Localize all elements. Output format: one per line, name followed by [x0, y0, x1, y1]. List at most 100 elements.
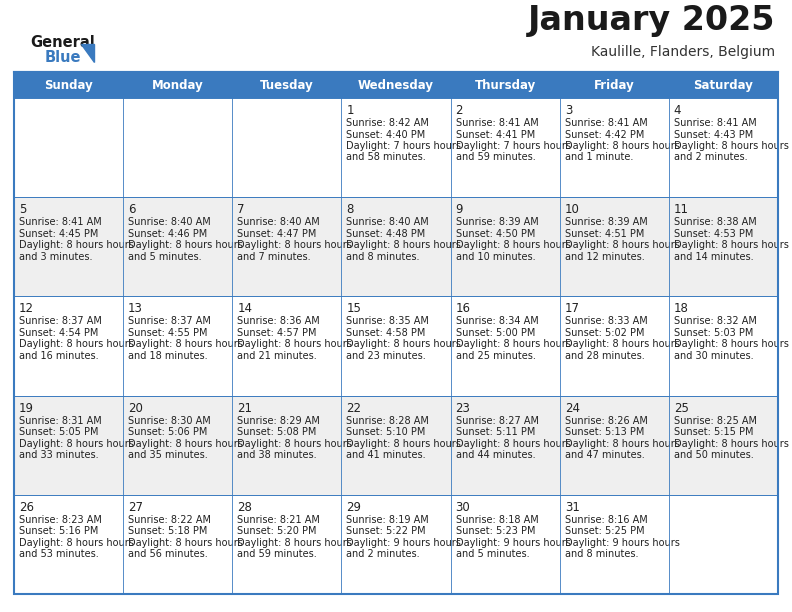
Text: Daylight: 8 hours hours: Daylight: 8 hours hours [128, 240, 243, 250]
Text: and 18 minutes.: and 18 minutes. [128, 351, 208, 361]
Text: Sunset: 4:50 PM: Sunset: 4:50 PM [455, 229, 535, 239]
Bar [14, 296, 778, 395]
Text: Sunset: 5:11 PM: Sunset: 5:11 PM [455, 427, 535, 437]
Text: and 47 minutes.: and 47 minutes. [565, 450, 645, 460]
Text: Sunrise: 8:40 AM: Sunrise: 8:40 AM [238, 217, 320, 227]
Text: Sunset: 5:06 PM: Sunset: 5:06 PM [128, 427, 208, 437]
Text: 7: 7 [238, 203, 245, 216]
Bar [14, 98, 778, 197]
Text: Sunrise: 8:21 AM: Sunrise: 8:21 AM [238, 515, 320, 525]
Text: Sunrise: 8:37 AM: Sunrise: 8:37 AM [19, 316, 102, 326]
Text: Thursday: Thursday [474, 78, 535, 92]
Text: and 8 minutes.: and 8 minutes. [346, 252, 420, 262]
Text: Sunset: 4:45 PM: Sunset: 4:45 PM [19, 229, 98, 239]
Text: and 59 minutes.: and 59 minutes. [238, 550, 317, 559]
Text: Daylight: 8 hours hours: Daylight: 8 hours hours [346, 439, 461, 449]
Text: Sunrise: 8:31 AM: Sunrise: 8:31 AM [19, 416, 101, 425]
Text: Daylight: 8 hours hours: Daylight: 8 hours hours [674, 340, 789, 349]
Text: Sunset: 4:43 PM: Sunset: 4:43 PM [674, 130, 753, 140]
Text: Sunrise: 8:33 AM: Sunrise: 8:33 AM [565, 316, 648, 326]
Text: 31: 31 [565, 501, 580, 514]
Text: General: General [30, 35, 95, 50]
Text: 22: 22 [346, 401, 361, 414]
Text: and 21 minutes.: and 21 minutes. [238, 351, 317, 361]
Text: and 2 minutes.: and 2 minutes. [674, 152, 748, 163]
Text: Sunrise: 8:32 AM: Sunrise: 8:32 AM [674, 316, 756, 326]
Bar [451, 72, 560, 98]
Text: Sunset: 4:57 PM: Sunset: 4:57 PM [238, 328, 317, 338]
Text: Sunrise: 8:27 AM: Sunrise: 8:27 AM [455, 416, 539, 425]
Text: Sunrise: 8:34 AM: Sunrise: 8:34 AM [455, 316, 539, 326]
Text: Sunrise: 8:19 AM: Sunrise: 8:19 AM [346, 515, 429, 525]
Text: Sunrise: 8:22 AM: Sunrise: 8:22 AM [128, 515, 211, 525]
Text: Daylight: 8 hours hours: Daylight: 8 hours hours [674, 439, 789, 449]
Text: and 7 minutes.: and 7 minutes. [238, 252, 311, 262]
Text: 10: 10 [565, 203, 580, 216]
Text: 27: 27 [128, 501, 143, 514]
Text: Sunrise: 8:35 AM: Sunrise: 8:35 AM [346, 316, 429, 326]
Text: 4: 4 [674, 104, 681, 117]
Text: Sunset: 4:54 PM: Sunset: 4:54 PM [19, 328, 98, 338]
Text: and 38 minutes.: and 38 minutes. [238, 450, 317, 460]
Text: Sunrise: 8:40 AM: Sunrise: 8:40 AM [346, 217, 429, 227]
Text: Sunrise: 8:38 AM: Sunrise: 8:38 AM [674, 217, 756, 227]
Text: Sunrise: 8:30 AM: Sunrise: 8:30 AM [128, 416, 211, 425]
Text: and 12 minutes.: and 12 minutes. [565, 252, 645, 262]
Text: 30: 30 [455, 501, 470, 514]
Text: Sunset: 4:58 PM: Sunset: 4:58 PM [346, 328, 426, 338]
Text: 9: 9 [455, 203, 463, 216]
Text: Sunrise: 8:41 AM: Sunrise: 8:41 AM [455, 118, 539, 128]
Text: Sunset: 5:00 PM: Sunset: 5:00 PM [455, 328, 535, 338]
Text: 18: 18 [674, 302, 689, 315]
Text: Daylight: 8 hours hours: Daylight: 8 hours hours [128, 439, 243, 449]
Text: 20: 20 [128, 401, 143, 414]
Text: and 2 minutes.: and 2 minutes. [346, 550, 420, 559]
Text: Sunrise: 8:23 AM: Sunrise: 8:23 AM [19, 515, 102, 525]
Text: Daylight: 8 hours hours: Daylight: 8 hours hours [565, 340, 680, 349]
Text: Sunset: 4:53 PM: Sunset: 4:53 PM [674, 229, 753, 239]
Text: and 59 minutes.: and 59 minutes. [455, 152, 535, 163]
Text: Daylight: 8 hours hours: Daylight: 8 hours hours [565, 439, 680, 449]
Text: Sunset: 4:46 PM: Sunset: 4:46 PM [128, 229, 208, 239]
Text: Daylight: 7 hours hours: Daylight: 7 hours hours [346, 141, 462, 151]
Text: Daylight: 8 hours hours: Daylight: 8 hours hours [128, 340, 243, 349]
Text: Sunrise: 8:26 AM: Sunrise: 8:26 AM [565, 416, 648, 425]
Text: Blue: Blue [45, 50, 82, 65]
Text: Sunrise: 8:39 AM: Sunrise: 8:39 AM [565, 217, 648, 227]
Bar [14, 72, 123, 98]
Text: Daylight: 7 hours hours: Daylight: 7 hours hours [455, 141, 570, 151]
Bar [123, 72, 232, 98]
Text: Sunrise: 8:18 AM: Sunrise: 8:18 AM [455, 515, 539, 525]
Text: and 16 minutes.: and 16 minutes. [19, 351, 99, 361]
Text: Sunset: 4:42 PM: Sunset: 4:42 PM [565, 130, 644, 140]
Text: Saturday: Saturday [694, 78, 753, 92]
Text: Sunset: 5:23 PM: Sunset: 5:23 PM [455, 526, 535, 536]
Text: Daylight: 8 hours hours: Daylight: 8 hours hours [565, 141, 680, 151]
Text: Wednesday: Wednesday [358, 78, 434, 92]
Text: Daylight: 8 hours hours: Daylight: 8 hours hours [19, 240, 134, 250]
Text: Daylight: 9 hours hours: Daylight: 9 hours hours [346, 538, 461, 548]
Text: Sunset: 5:08 PM: Sunset: 5:08 PM [238, 427, 317, 437]
Text: 12: 12 [19, 302, 34, 315]
Text: 29: 29 [346, 501, 361, 514]
Text: Daylight: 8 hours hours: Daylight: 8 hours hours [19, 340, 134, 349]
Text: Daylight: 9 hours hours: Daylight: 9 hours hours [565, 538, 680, 548]
Text: Monday: Monday [152, 78, 204, 92]
Text: and 1 minute.: and 1 minute. [565, 152, 633, 163]
Text: Sunrise: 8:29 AM: Sunrise: 8:29 AM [238, 416, 320, 425]
Text: Sunrise: 8:41 AM: Sunrise: 8:41 AM [19, 217, 101, 227]
Bar [560, 72, 669, 98]
Text: 16: 16 [455, 302, 470, 315]
Text: 6: 6 [128, 203, 135, 216]
Text: 5: 5 [19, 203, 26, 216]
Text: and 33 minutes.: and 33 minutes. [19, 450, 99, 460]
Text: Sunset: 5:15 PM: Sunset: 5:15 PM [674, 427, 753, 437]
Text: 11: 11 [674, 203, 689, 216]
Text: Daylight: 8 hours hours: Daylight: 8 hours hours [455, 340, 570, 349]
Text: Daylight: 8 hours hours: Daylight: 8 hours hours [19, 439, 134, 449]
Text: and 8 minutes.: and 8 minutes. [565, 550, 638, 559]
Text: 28: 28 [238, 501, 252, 514]
Text: Sunset: 5:10 PM: Sunset: 5:10 PM [346, 427, 426, 437]
Text: Sunrise: 8:25 AM: Sunrise: 8:25 AM [674, 416, 757, 425]
Text: 19: 19 [19, 401, 34, 414]
